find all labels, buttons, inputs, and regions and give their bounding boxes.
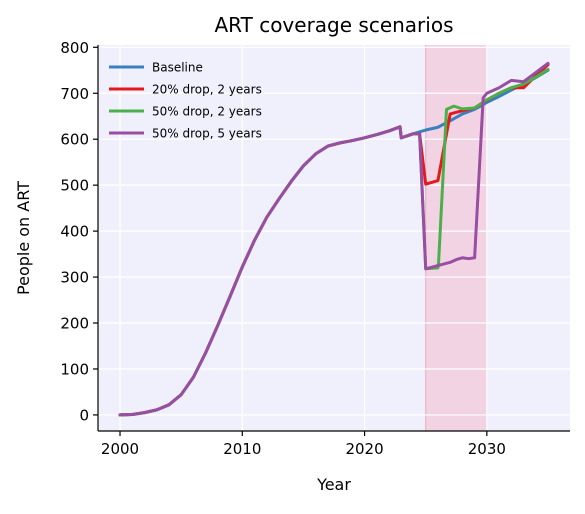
legend-label: Baseline bbox=[152, 61, 203, 75]
plot-background bbox=[98, 45, 570, 431]
legend: Baseline 20% drop, 2 years 50% drop, 2 yea… bbox=[109, 61, 262, 141]
x-tick-label: 2030 bbox=[468, 440, 506, 458]
y-axis-label: People on ART bbox=[14, 181, 33, 295]
legend-label: 20% drop, 2 years bbox=[152, 83, 262, 97]
y-tick-label: 300 bbox=[60, 269, 89, 287]
y-tick-label: 100 bbox=[60, 360, 89, 378]
chart-title: ART coverage scenarios bbox=[215, 13, 454, 37]
legend-label: 50% drop, 5 years bbox=[152, 127, 262, 141]
series-line-4 bbox=[118, 61, 550, 417]
legend-label: 50% drop, 2 years bbox=[152, 105, 262, 119]
y-tick-label: 700 bbox=[60, 85, 89, 103]
x-tick-label: 2010 bbox=[223, 440, 261, 458]
y-tick-label: 600 bbox=[60, 131, 89, 149]
y-tick-label: 500 bbox=[60, 177, 89, 195]
y-tick-label: 800 bbox=[60, 39, 89, 57]
x-tick-label: 2000 bbox=[101, 440, 139, 458]
x-axis-label: Year bbox=[316, 475, 351, 494]
y-tick-label: 400 bbox=[60, 223, 89, 241]
y-tick-label: 200 bbox=[60, 315, 89, 333]
x-tick-label: 2020 bbox=[345, 440, 383, 458]
shaded-region bbox=[425, 45, 487, 431]
y-tick-label: 0 bbox=[79, 406, 89, 424]
